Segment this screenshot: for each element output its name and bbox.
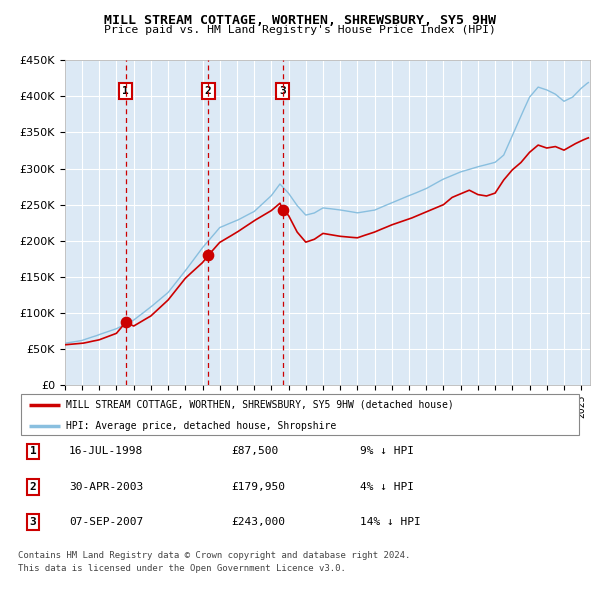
Text: 14% ↓ HPI: 14% ↓ HPI [360, 517, 421, 527]
Text: 1: 1 [122, 86, 129, 96]
Text: £243,000: £243,000 [231, 517, 285, 527]
Text: 9% ↓ HPI: 9% ↓ HPI [360, 447, 414, 456]
Text: 1: 1 [29, 447, 37, 456]
Point [121, 317, 131, 327]
Text: MILL STREAM COTTAGE, WORTHEN, SHREWSBURY, SY5 9HW: MILL STREAM COTTAGE, WORTHEN, SHREWSBURY… [104, 14, 496, 27]
Text: 3: 3 [280, 86, 286, 96]
Text: 30-APR-2003: 30-APR-2003 [69, 482, 143, 491]
Point [278, 205, 287, 214]
Text: 16-JUL-1998: 16-JUL-1998 [69, 447, 143, 456]
FancyBboxPatch shape [21, 394, 579, 435]
Text: HPI: Average price, detached house, Shropshire: HPI: Average price, detached house, Shro… [66, 421, 336, 431]
Text: 2: 2 [205, 86, 212, 96]
Text: 3: 3 [29, 517, 37, 527]
Text: Contains HM Land Registry data © Crown copyright and database right 2024.: Contains HM Land Registry data © Crown c… [18, 552, 410, 560]
Text: £87,500: £87,500 [231, 447, 278, 456]
Text: £179,950: £179,950 [231, 482, 285, 491]
Text: 07-SEP-2007: 07-SEP-2007 [69, 517, 143, 527]
Text: Price paid vs. HM Land Registry's House Price Index (HPI): Price paid vs. HM Land Registry's House … [104, 25, 496, 35]
Text: 4% ↓ HPI: 4% ↓ HPI [360, 482, 414, 491]
Text: This data is licensed under the Open Government Licence v3.0.: This data is licensed under the Open Gov… [18, 565, 346, 573]
Text: MILL STREAM COTTAGE, WORTHEN, SHREWSBURY, SY5 9HW (detached house): MILL STREAM COTTAGE, WORTHEN, SHREWSBURY… [66, 399, 454, 409]
Text: 2: 2 [29, 482, 37, 491]
Point [203, 251, 213, 260]
